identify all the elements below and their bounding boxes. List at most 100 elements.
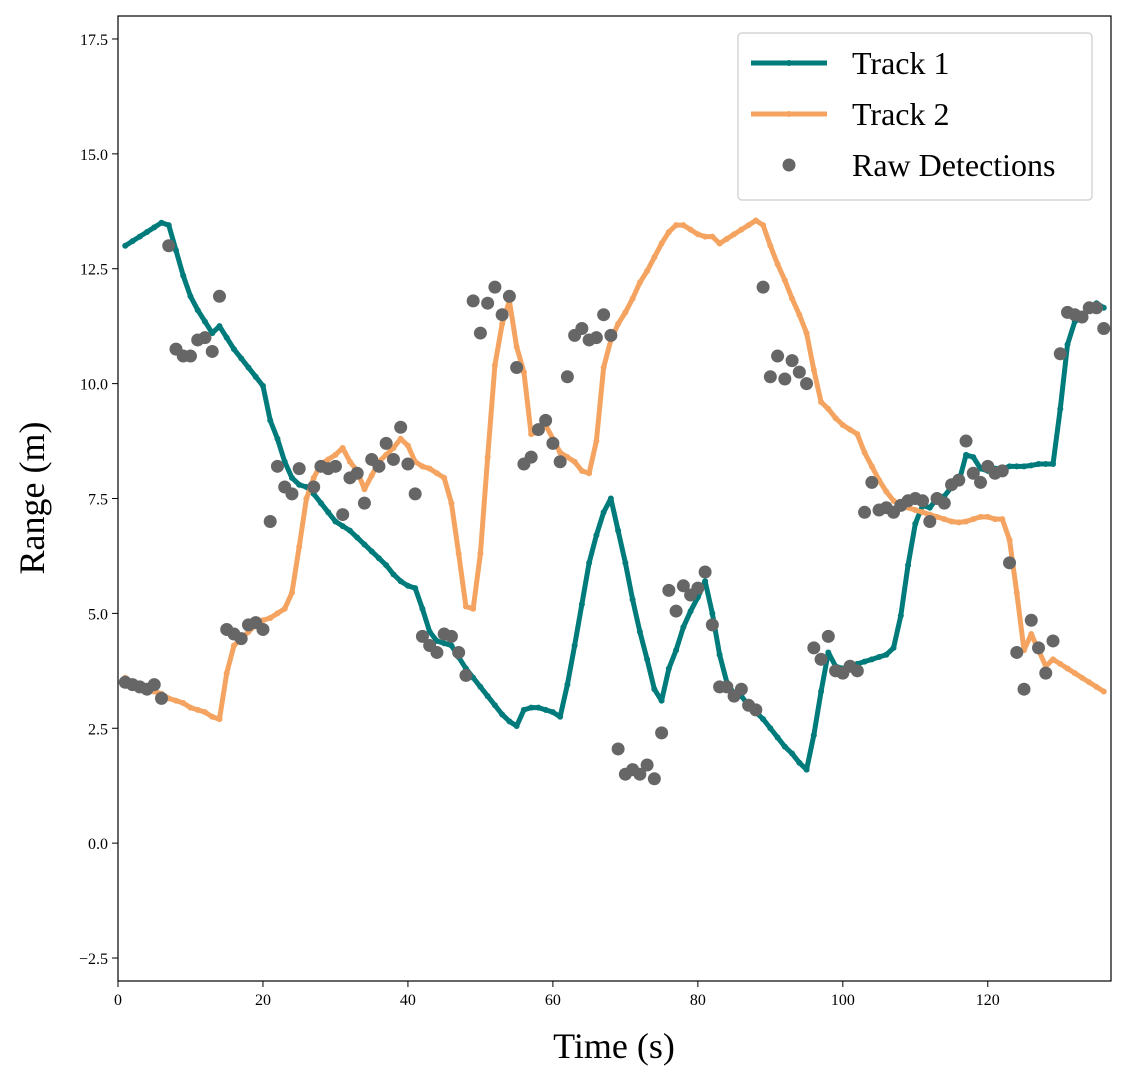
track-marker — [288, 474, 295, 481]
track-marker — [622, 309, 629, 316]
detection-point — [923, 514, 937, 528]
track-marker — [1064, 665, 1071, 672]
detection-point — [1097, 321, 1111, 335]
track-marker — [716, 651, 723, 658]
track-marker — [303, 495, 310, 502]
x-tick-label: 0 — [114, 992, 122, 1009]
track-marker — [999, 516, 1006, 523]
detection-point — [720, 680, 734, 694]
detection-point — [502, 289, 516, 303]
track-marker — [709, 233, 716, 240]
track-marker — [339, 523, 346, 530]
track-marker — [375, 555, 382, 562]
track-marker — [310, 474, 317, 481]
track-marker — [1100, 688, 1107, 695]
y-tick-label: −2.5 — [79, 951, 108, 968]
detection-point — [495, 308, 509, 322]
detection-point — [553, 455, 567, 469]
detection-point — [452, 645, 466, 659]
detection-point — [285, 487, 299, 501]
track-marker — [535, 704, 542, 711]
detection-point — [814, 652, 828, 666]
track-marker — [332, 451, 339, 458]
track-marker — [557, 713, 564, 720]
track-marker — [897, 612, 904, 619]
detection-point — [959, 434, 973, 448]
track-marker — [484, 454, 491, 461]
x-tick-label: 40 — [400, 992, 416, 1009]
detection-point — [466, 294, 480, 308]
detection-point — [676, 579, 690, 593]
detection-point — [952, 473, 966, 487]
track-marker — [890, 644, 897, 651]
track-marker — [629, 295, 636, 302]
track-marker — [332, 518, 339, 525]
track-marker — [912, 506, 919, 513]
track-marker — [694, 231, 701, 238]
track-marker — [861, 658, 868, 665]
legend: Track 1 Track 2 Raw Detections — [737, 32, 1093, 201]
track-marker — [825, 649, 832, 656]
detection-point — [198, 331, 212, 345]
y-tick-label: 15.0 — [80, 147, 108, 164]
track-marker — [760, 716, 767, 723]
track-marker — [564, 454, 571, 461]
detection-point — [1090, 301, 1104, 315]
track-marker — [267, 417, 274, 424]
track-marker — [129, 238, 136, 245]
track-marker — [448, 500, 455, 507]
detection-point — [763, 370, 777, 384]
detection-point — [800, 377, 814, 391]
track-marker — [419, 463, 426, 470]
track-marker — [854, 431, 861, 438]
y-tick-label: 0.0 — [88, 836, 108, 853]
track-marker — [673, 222, 680, 229]
track-marker — [687, 608, 694, 615]
detection-point — [778, 372, 792, 386]
track-marker — [281, 458, 288, 465]
track-marker — [180, 699, 187, 706]
track-marker — [644, 656, 651, 663]
track-marker — [984, 513, 991, 520]
track-marker — [412, 585, 419, 592]
track-marker — [1050, 461, 1057, 468]
track-marker — [571, 458, 578, 465]
detection-point — [328, 459, 342, 473]
legend-label: Track 2 — [852, 96, 949, 132]
track-marker — [281, 605, 288, 612]
detection-point — [937, 496, 951, 510]
track-marker — [731, 231, 738, 238]
track-marker — [702, 233, 709, 240]
track-marker — [339, 444, 346, 451]
track-marker — [607, 495, 614, 502]
track-marker — [477, 550, 484, 557]
detection-point — [147, 678, 161, 692]
track-marker — [426, 628, 433, 635]
detection-point — [386, 452, 400, 466]
detection-point — [401, 457, 415, 471]
track-marker — [201, 318, 208, 325]
track-marker — [520, 369, 527, 376]
track-marker — [499, 711, 506, 718]
track-marker — [230, 642, 237, 649]
track-marker — [665, 665, 672, 672]
track-marker — [477, 683, 484, 690]
track-marker — [455, 550, 462, 557]
track-marker — [644, 268, 651, 275]
detection-point — [974, 475, 988, 489]
y-tick-label: 2.5 — [88, 721, 108, 738]
legend-marker — [782, 158, 796, 172]
track-marker — [955, 519, 962, 526]
track-marker — [383, 451, 390, 458]
track-marker — [404, 442, 411, 449]
track-marker — [383, 562, 390, 569]
track-marker — [433, 637, 440, 644]
track-marker — [789, 295, 796, 302]
track-marker — [513, 343, 520, 350]
x-tick-label: 80 — [690, 992, 706, 1009]
detection-point — [1032, 641, 1046, 655]
track-marker — [658, 240, 665, 247]
detection-point — [734, 682, 748, 696]
track-marker — [194, 307, 201, 314]
track-marker — [912, 520, 919, 527]
